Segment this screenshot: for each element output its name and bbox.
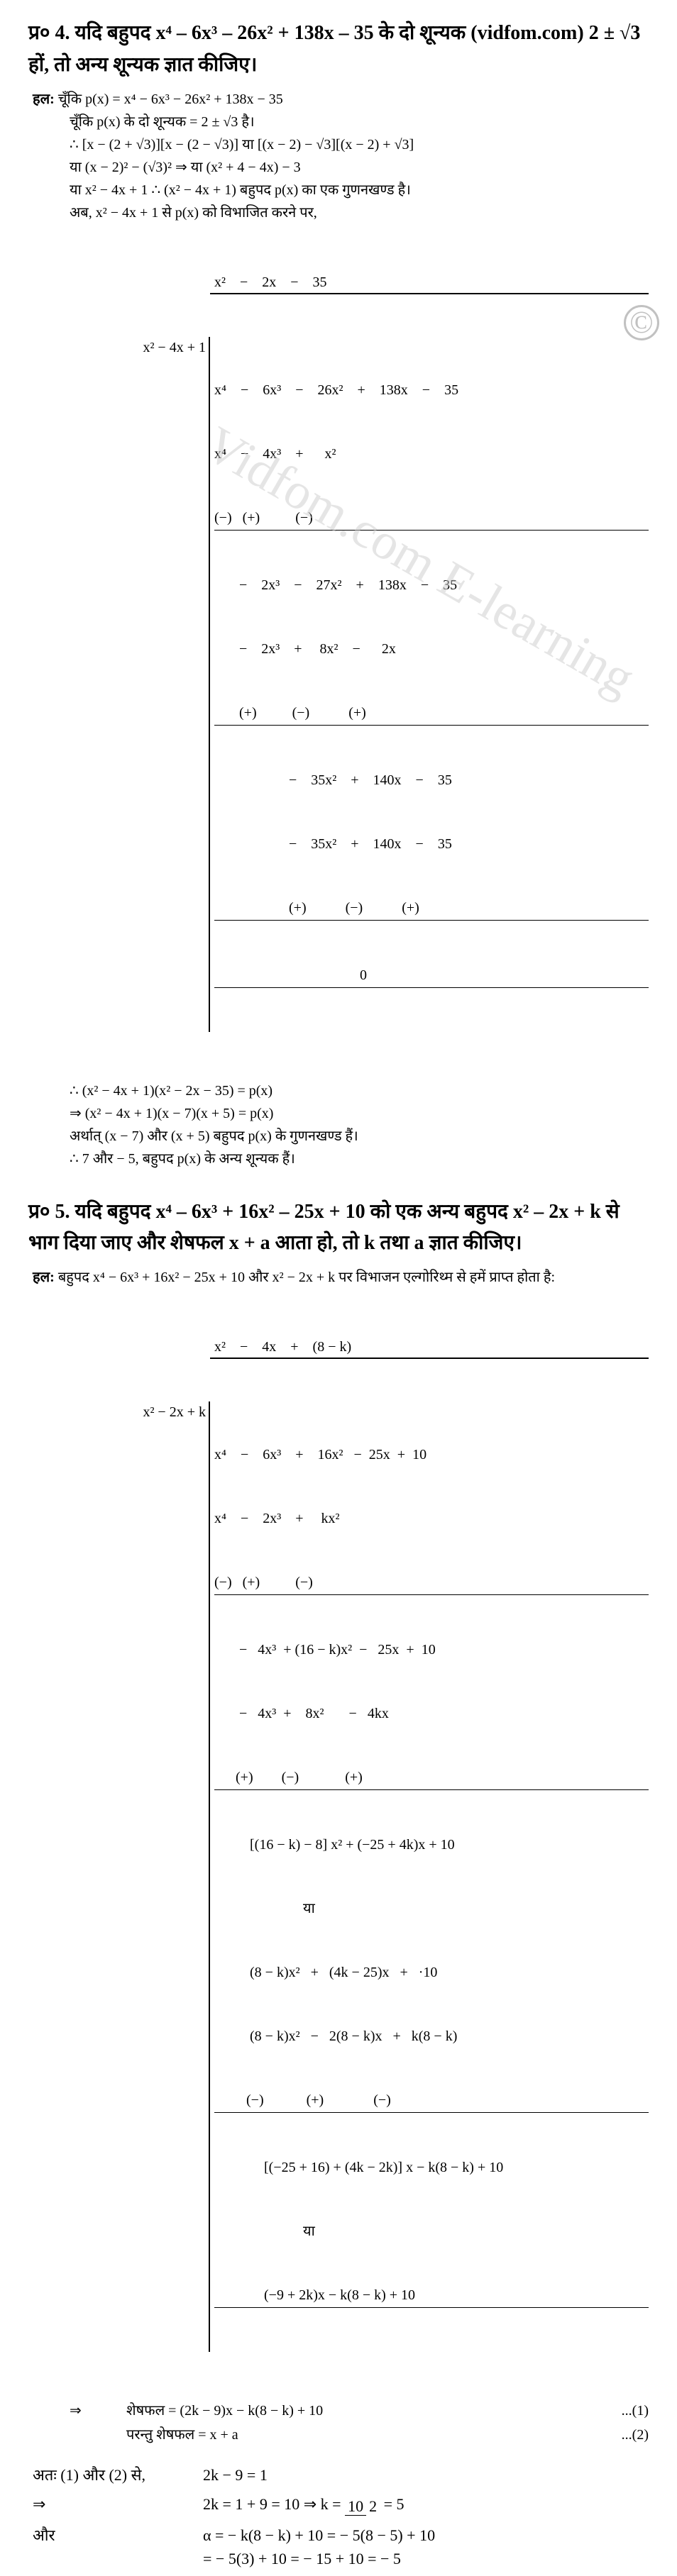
- q4-c1: ∴ (x² − 4x + 1)(x² − 2x − 35) = p(x): [33, 1080, 649, 1101]
- q5-f2l: ⇒: [33, 2492, 203, 2517]
- copyright-icon: ©: [624, 305, 659, 340]
- q5-div-r6: (8 − k)x² + (4k − 25)x + ·10: [214, 1962, 649, 1983]
- q5-f3r2: = − 5(3) + 10 = − 15 + 10 = − 5: [203, 2547, 649, 2570]
- q5-c2a: परन्तु शेषफल = x + a: [126, 2424, 606, 2445]
- q5-f3r1: α = − k(8 − k) + 10 = − 5(8 − 5) + 10: [203, 2524, 649, 2547]
- q4-div-r7: 0: [214, 965, 649, 988]
- q4-solution: हल: चूँकि p(x) = x⁴ − 6x³ − 26x² + 138x …: [33, 89, 649, 1170]
- q4-l6: अब, x² − 4x + 1 से p(x) को विभाजित करने …: [33, 202, 649, 223]
- q4-div-s2: (−) (+) (−): [214, 507, 649, 531]
- q4-l1: चूँकि p(x) = x⁴ − 6x³ − 26x² + 138x − 35: [58, 91, 283, 107]
- q4-div-r4: − 2x³ + 8x² − 2x: [214, 638, 649, 660]
- q4-div-r2: x⁴ − 4x³ + x²: [214, 443, 649, 465]
- q4-l2: चूँकि p(x) के दो शून्यक = 2 ± √3 है।: [33, 111, 649, 133]
- q5-frac-num: 10: [345, 2497, 366, 2516]
- q4-heading: प्र० 4. यदि बहुपद x⁴ – 6x³ – 26x² + 138x…: [28, 18, 649, 82]
- q4-div-s4: (+) (−) (+): [214, 702, 649, 726]
- q5-f1r: 2k − 9 = 1: [203, 2463, 649, 2487]
- q5-c1l: ⇒: [70, 2400, 126, 2421]
- q5-f3l: और: [33, 2524, 203, 2570]
- q5-div-r2: x⁴ − 2x³ + kx²: [214, 1508, 649, 1529]
- q4-c4: ∴ 7 और − 5, बहुपद p(x) के अन्य शून्यक है…: [33, 1148, 649, 1170]
- q5-c1r: ...(1): [606, 2400, 649, 2421]
- q4-div-r6: − 35x² + 140x − 35: [214, 833, 649, 855]
- q5-c1a: शेषफल = (2k − 9)x − k(8 − k) + 10: [126, 2400, 606, 2421]
- q5-div-r3: − 4x³ + (16 − k)x² − 25x + 10: [214, 1639, 649, 1660]
- q5-quotient: x² − 4x + (8 − k): [210, 1336, 649, 1359]
- q5-f2end: = 5: [380, 2495, 404, 2513]
- q4-l3: ∴ [x − (2 + √3)][x − (2 − √3)] या [(x − …: [33, 134, 649, 155]
- q5-div-r8b: या: [214, 2221, 649, 2242]
- q4-division: x² − 2x − 35 x² − 4x + 1 x⁴ − 6x³ − 26x²…: [104, 229, 649, 1075]
- q5-l1: बहुपद x⁴ − 6x³ + 16x² − 25x + 10 और x² −…: [58, 1270, 555, 1285]
- q5-divisor: x² − 2x + k: [104, 1401, 210, 2352]
- q5-div-s7: (−) (+) (−): [214, 2089, 649, 2113]
- q5-div-r7: (8 − k)x² − 2(8 − k)x + k(8 − k): [214, 2026, 649, 2047]
- q4-div-r3: − 2x³ − 27x² + 138x − 35: [214, 574, 649, 596]
- q5-final-block: अतः (1) और (2) से, 2k − 9 = 1 ⇒ 2k = 1 +…: [33, 2463, 649, 2576]
- q4-div-s6: (+) (−) (+): [214, 897, 649, 921]
- q5-div-r1: x⁴ − 6x³ + 16x² − 25x + 10: [214, 1444, 649, 1465]
- q4-quotient: x² − 2x − 35: [210, 272, 649, 294]
- q5-div-r5b: या: [214, 1898, 649, 1919]
- q5-c2r: ...(2): [606, 2424, 649, 2445]
- q5-div-s4: (+) (−) (+): [214, 1767, 649, 1790]
- q5-div-r8: [(−25 + 16) + (4k − 2k)] x − k(8 − k) + …: [214, 2157, 649, 2178]
- q5-heading: प्र० 5. यदि बहुपद x⁴ – 6x³ + 16x² – 25x …: [28, 1197, 649, 1260]
- q5-div-r4: − 4x³ + 8x² − 4kx: [214, 1703, 649, 1724]
- q5-solution: हल: बहुपद x⁴ − 6x³ + 16x² − 25x + 10 और …: [33, 1267, 649, 2576]
- q5-division: x² − 4x + (8 − k) x² − 2x + k x⁴ − 6x³ +…: [104, 1294, 649, 2394]
- sol-label-5: हल:: [33, 1270, 55, 1285]
- q5-f1l: अतः (1) और (2) से,: [33, 2463, 203, 2487]
- q5-f2r: 2k = 1 + 9 = 10 ⇒ k =: [203, 2495, 345, 2513]
- q4-div-r5: − 35x² + 140x − 35: [214, 770, 649, 791]
- q4-div-r1: x⁴ − 6x³ − 26x² + 138x − 35: [214, 379, 649, 401]
- q4-divisor: x² − 4x + 1: [104, 337, 210, 1032]
- q5-div-s2: (−) (+) (−): [214, 1572, 649, 1595]
- q5-div-r9: (−9 + 2k)x − k(8 − k) + 10: [214, 2284, 649, 2308]
- q4-l5: या x² − 4x + 1 ∴ (x² − 4x + 1) बहुपद p(x…: [33, 179, 649, 201]
- q4-c2: ⇒ (x² − 4x + 1)(x − 7)(x + 5) = p(x): [33, 1103, 649, 1124]
- q4-l4: या (x − 2)² − (√3)² ⇒ या (x² + 4 − 4x) −…: [33, 157, 649, 178]
- sol-label: हल:: [33, 91, 55, 107]
- q5-frac-den: 2: [366, 2497, 380, 2515]
- q4-c3: अर्थात् (x − 7) और (x + 5) बहुपद p(x) के…: [33, 1126, 649, 1147]
- q5-div-r5: [(16 − k) − 8] x² + (−25 + 4k)x + 10: [214, 1834, 649, 1855]
